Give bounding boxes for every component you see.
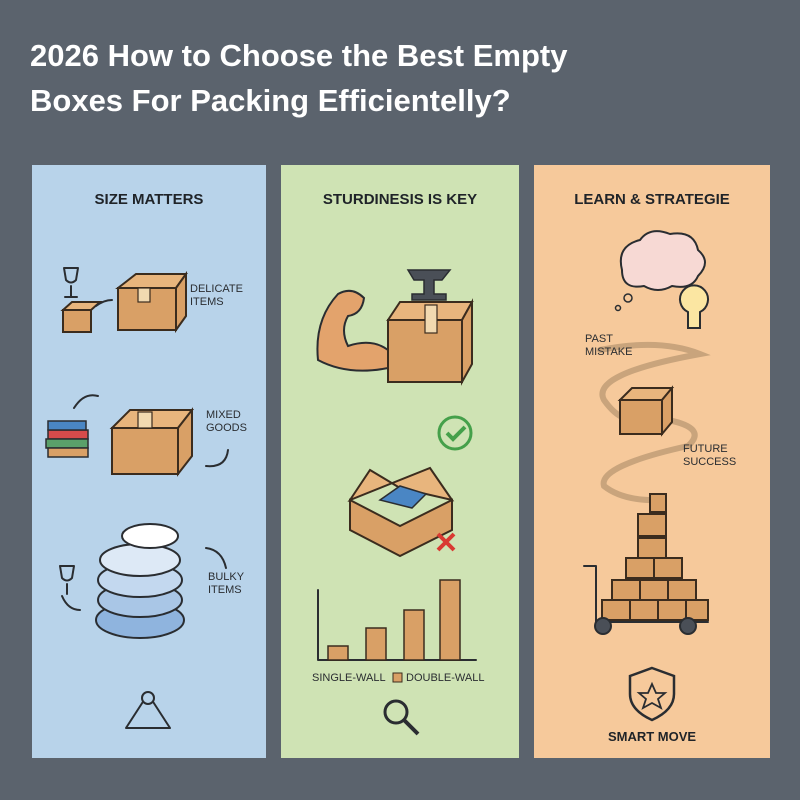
warning-icon bbox=[125, 693, 171, 729]
title-line: Boxes For Packing Efficientelly? bbox=[30, 83, 511, 118]
icon-part bbox=[601, 599, 631, 621]
icon-part bbox=[45, 438, 89, 449]
label-line: PAST bbox=[585, 333, 613, 345]
label-line: ITEMS bbox=[208, 584, 242, 596]
icon-part bbox=[327, 645, 349, 661]
stack-icon bbox=[583, 493, 709, 635]
check-icon bbox=[437, 415, 473, 451]
icon-part bbox=[365, 627, 387, 661]
icon-part bbox=[685, 599, 709, 621]
label-line: DELICATE bbox=[190, 283, 243, 295]
label-line: MISTAKE bbox=[585, 346, 632, 358]
brain-icon bbox=[597, 230, 711, 504]
mixed-icon bbox=[45, 394, 229, 477]
warning-icon bbox=[141, 691, 155, 705]
icon-part bbox=[679, 617, 697, 635]
icon-part bbox=[403, 609, 425, 661]
icon-part bbox=[597, 341, 711, 504]
label-line: SMART MOVE bbox=[608, 729, 696, 744]
icon-part bbox=[406, 269, 452, 301]
label-line: BULKY bbox=[208, 571, 245, 583]
legend-swatch bbox=[392, 672, 403, 683]
magnifier-icon bbox=[402, 718, 420, 736]
icon-part bbox=[436, 532, 456, 552]
icon-part bbox=[439, 579, 461, 661]
icon-part bbox=[611, 579, 641, 601]
icon-part bbox=[349, 498, 453, 558]
icon-part bbox=[461, 298, 473, 386]
panel bbox=[281, 165, 519, 758]
label-line: GOODS bbox=[206, 422, 247, 434]
delicate-icon bbox=[60, 267, 188, 334]
icon-part bbox=[177, 407, 193, 477]
icon-part bbox=[653, 557, 683, 579]
icon-part bbox=[667, 579, 697, 601]
icon-part bbox=[63, 267, 79, 298]
bulky-icon bbox=[59, 523, 227, 639]
label-line: FUTURE bbox=[683, 443, 728, 455]
icon-part bbox=[99, 543, 181, 577]
icon-part bbox=[637, 513, 667, 537]
magnifier-icon bbox=[383, 699, 409, 725]
strength-icon bbox=[316, 269, 474, 386]
icon-part bbox=[137, 287, 151, 303]
icon-part bbox=[637, 537, 667, 559]
icon-part bbox=[639, 579, 669, 601]
shield-icon bbox=[636, 681, 668, 710]
icon-part bbox=[619, 399, 663, 435]
icon-part bbox=[594, 617, 612, 635]
icon-part bbox=[661, 385, 673, 437]
icon-part bbox=[73, 394, 229, 468]
icon-part bbox=[629, 599, 659, 621]
icon-part bbox=[47, 429, 89, 440]
icon-part bbox=[614, 304, 622, 312]
icon-part bbox=[679, 284, 709, 329]
icon-part bbox=[62, 309, 92, 333]
icon-part bbox=[649, 493, 667, 513]
icon-part bbox=[95, 299, 113, 307]
icon-part bbox=[625, 557, 655, 579]
icon-part bbox=[111, 427, 179, 475]
check-icon bbox=[445, 425, 467, 442]
icon-part bbox=[619, 230, 706, 291]
label-line: ITEMS bbox=[190, 296, 224, 308]
icon-part bbox=[623, 293, 633, 303]
icon-part bbox=[657, 599, 687, 621]
panel-heading: STURDINESIS IS KEY bbox=[323, 191, 477, 208]
shield-icon bbox=[628, 666, 676, 722]
icon-part bbox=[583, 565, 709, 623]
icon-part bbox=[175, 270, 187, 334]
icon-part bbox=[137, 411, 153, 429]
title-line: 2026 How to Choose the Best Empty bbox=[30, 38, 568, 73]
legend-label: DOUBLE-WALL bbox=[406, 672, 484, 684]
label-line: SUCCESS bbox=[683, 456, 736, 468]
icon-part bbox=[59, 547, 227, 611]
icon-part bbox=[424, 304, 438, 334]
icon-part bbox=[378, 485, 428, 509]
labels: DELICATEITEMSMIXEDGOODSBULKYITEMSPASTMIS… bbox=[190, 283, 736, 744]
panel-heading: SIZE MATTERS bbox=[95, 191, 204, 208]
icon-part bbox=[60, 301, 103, 311]
label-line: MIXED bbox=[206, 409, 241, 421]
panel-heading: LEARN & STRATEGIE bbox=[574, 191, 730, 208]
mini-chart bbox=[317, 579, 477, 661]
icon-part bbox=[47, 420, 87, 431]
broken-box-icon bbox=[347, 466, 456, 558]
icon-part bbox=[121, 523, 179, 549]
legend-label: SINGLE-WALL bbox=[312, 672, 386, 684]
icon-part bbox=[47, 447, 89, 458]
